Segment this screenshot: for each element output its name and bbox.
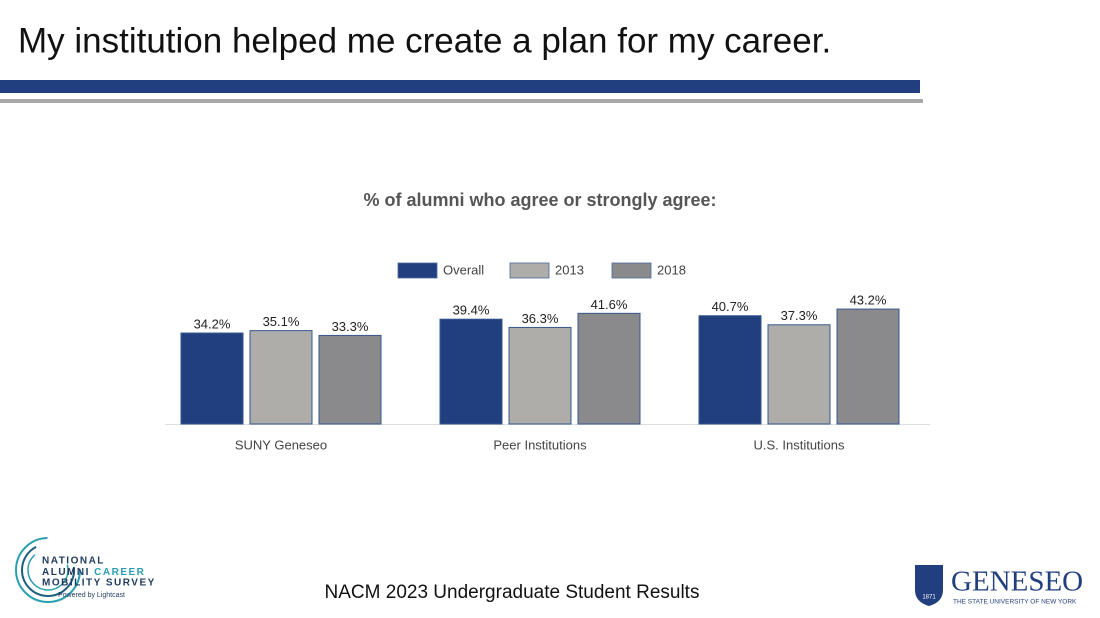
bar — [508, 326, 572, 425]
legend-swatch — [611, 262, 652, 279]
logo-text: ALUMNI CAREER — [42, 567, 145, 578]
bar — [249, 330, 313, 425]
bar — [577, 312, 641, 425]
legend-swatch — [509, 262, 550, 279]
value-label: 39.4% — [453, 303, 490, 318]
x-tick-label: U.S. Institutions — [753, 437, 845, 452]
value-label: 37.3% — [781, 308, 818, 323]
logo-ring — [15, 537, 81, 603]
chart-title: % of alumni who agree or strongly agree: — [363, 190, 716, 210]
bar — [698, 315, 762, 425]
bar — [318, 334, 382, 425]
value-label: 36.3% — [522, 311, 559, 326]
value-label: 43.2% — [850, 293, 887, 308]
logo-ring — [21, 543, 75, 597]
logo-powered: Powered by Lightcast — [58, 592, 125, 599]
left-logo: NATIONAL ALUMNI CAREER MOBILITY SURVEY P… — [15, 537, 156, 603]
logo-ring — [27, 549, 69, 591]
value-label: 35.1% — [263, 314, 300, 329]
logo-shield — [915, 565, 943, 606]
value-label: 40.7% — [712, 299, 749, 314]
logo-text: NATIONAL — [42, 556, 105, 567]
bar — [439, 318, 503, 425]
value-label: 33.3% — [332, 319, 369, 334]
logo-tagline: THE STATE UNIVERSITY OF NEW YORK — [953, 599, 1077, 606]
x-tick-label: SUNY Geneseo — [235, 437, 327, 452]
logo-text: MOBILITY SURVEY — [42, 578, 156, 589]
slide-heading: My institution helped me create a plan f… — [18, 21, 831, 60]
legend-label: 2013 — [555, 262, 584, 277]
slide-footer: NACM 2023 Undergraduate Student Results — [325, 582, 700, 603]
value-label: 41.6% — [591, 297, 628, 312]
bar — [767, 324, 831, 425]
legend-label: 2018 — [657, 262, 686, 277]
heading-rule — [0, 99, 923, 103]
bar — [836, 308, 900, 425]
legend-swatch — [397, 262, 438, 279]
x-tick-label: Peer Institutions — [493, 437, 587, 452]
logo-year: 1871 — [922, 595, 936, 601]
heading-band — [0, 80, 920, 93]
logo-name: GENESEO — [951, 566, 1083, 598]
value-label: 34.2% — [194, 316, 231, 331]
legend-label: Overall — [443, 262, 484, 277]
bar — [180, 332, 244, 425]
right-logo: 1871 GENESEO THE STATE UNIVERSITY OF NEW… — [915, 565, 1083, 606]
